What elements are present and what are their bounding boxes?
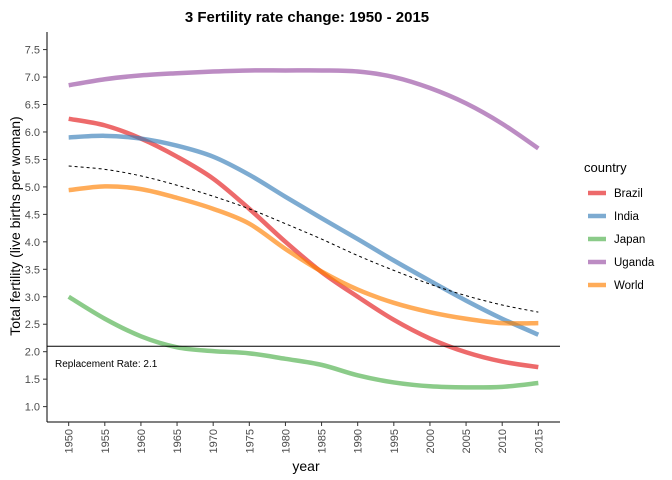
legend-label-world: World <box>614 280 644 292</box>
x-tick-label: 1960 <box>136 429 148 453</box>
y-tick-label: 3.0 <box>25 292 40 304</box>
y-tick-label: 5.0 <box>25 182 40 194</box>
series-line-uganda <box>68 68 540 151</box>
legend-label-japan: Japan <box>614 234 645 246</box>
y-tick-label: 6.0 <box>25 127 40 139</box>
y-tick-label: 2.0 <box>25 347 40 359</box>
trend-line <box>68 165 539 313</box>
x-axis-label: year <box>292 458 320 474</box>
legend: country Brazil India Japan Uganda World <box>584 160 655 292</box>
x-tick-label: 1970 <box>208 429 220 453</box>
replacement-rate-label: Replacement Rate: 2.1 <box>55 359 158 370</box>
x-tick-label: 1995 <box>389 429 401 453</box>
x-tick-label: 2000 <box>425 429 437 453</box>
y-tick-label: 1.0 <box>25 402 40 414</box>
y-tick-label: 1.5 <box>25 374 40 386</box>
series-line-world <box>68 184 539 326</box>
x-tick-label: 1965 <box>172 429 184 453</box>
x-tick-label: 1955 <box>100 429 112 453</box>
legend-label-uganda: Uganda <box>614 257 655 269</box>
legend-label-brazil: Brazil <box>614 188 643 200</box>
y-tick-label: 6.5 <box>25 100 40 112</box>
x-tick-label: 1975 <box>244 429 256 453</box>
y-tick-label: 4.0 <box>25 237 40 249</box>
x-tick-label: 2005 <box>461 429 473 453</box>
x-axis-ticks: 1950 1955 1960 1965 1970 1975 1980 1985 1990 1995… <box>64 422 545 453</box>
y-tick-label: 5.5 <box>25 154 40 166</box>
y-tick-label: 7.5 <box>25 45 40 57</box>
x-tick-label: 1980 <box>280 429 292 453</box>
x-tick-label: 2010 <box>497 429 509 453</box>
y-axis-label: Total fertility (live births per woman) <box>7 116 23 335</box>
y-tick-label: 4.5 <box>25 209 40 221</box>
x-tick-label: 1990 <box>353 429 365 453</box>
y-tick-label: 2.5 <box>25 319 40 331</box>
y-axis-ticks: 1.0 1.5 2.0 2.5 3.0 3.5 4.0 4.5 5.0 5.5 6.0 6.5 7.0 7… <box>25 45 47 414</box>
y-tick-label: 3.5 <box>25 264 40 276</box>
series-line-brazil <box>68 116 539 370</box>
chart-title: 3 Fertility rate change: 1950 - 2015 <box>185 9 429 26</box>
plot-area: Replacement Rate: 2.1 <box>47 68 560 390</box>
y-tick-label: 7.0 <box>25 72 40 84</box>
x-tick-label: 1985 <box>317 429 329 453</box>
x-tick-label: 2015 <box>533 429 545 453</box>
series-line-japan <box>67 294 539 390</box>
x-tick-label: 1950 <box>64 429 76 453</box>
series-line-india <box>68 133 540 337</box>
legend-title: country <box>584 160 627 175</box>
legend-label-india: India <box>614 211 640 223</box>
